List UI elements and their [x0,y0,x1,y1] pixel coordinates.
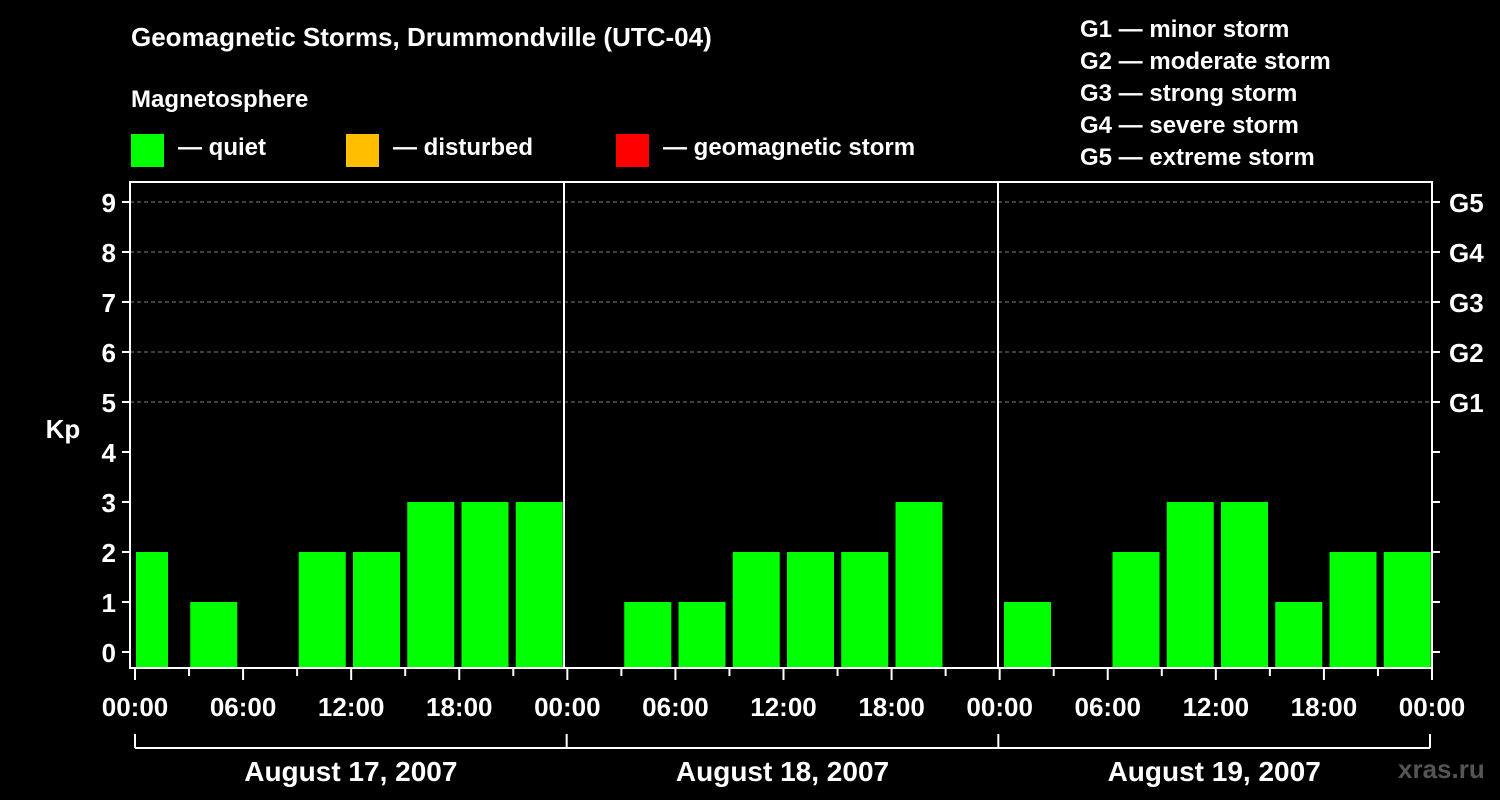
x-tick-label-0: 00:00 [102,692,169,722]
day-label-1: August 17, 2007 [244,756,457,787]
bar-day1-5 [461,502,509,668]
x-tick-label-1: 06:00 [210,692,277,722]
x-tick-label-7: 18:00 [858,692,925,722]
plot-frame [129,181,1433,669]
y-tick-label-4: 4 [102,438,117,468]
storm-scale-g5: G5 — extreme storm [1080,144,1315,171]
y-axis-title: Kp [46,414,81,444]
x-tick-label-6: 12:00 [750,692,817,722]
bar-day3-5 [1329,552,1377,668]
storm-scale-g1: G1 — minor storm [1080,16,1290,43]
site-credit: xras.ru [1398,754,1485,784]
right-axis-label-g2: G2 [1449,338,1484,368]
y-tick-label-6: 6 [102,338,116,368]
y-tick-label-0: 0 [102,638,116,668]
x-tick-label-5: 06:00 [642,692,709,722]
storm-scale-list: G1 — minor storm G2 — moderate storm G3 … [1080,14,1331,174]
legend-label-storm: — geomagnetic storm [663,134,916,161]
chart-title: Geomagnetic Storms, Drummondville (UTC-0… [131,22,712,52]
bar-day1-2 [298,552,346,668]
x-tick-label-9: 06:00 [1075,692,1142,722]
right-axis-label-g1: G1 [1449,388,1484,418]
bar-day1-3 [353,552,400,668]
bar-day2-5 [895,502,943,668]
x-tick-label-8: 00:00 [966,692,1033,722]
right-axis-label-g4: G4 [1449,238,1484,268]
magnetosphere-label: Magnetosphere [131,86,309,113]
bar-day3-3 [1221,502,1268,668]
x-tick-label-12: 00:00 [1399,692,1466,722]
storm-scale-g4: G4 — severe storm [1080,112,1299,139]
y-tick-label-7: 7 [102,288,116,318]
bar-day2-2 [732,552,780,668]
right-axis-label-g3: G3 [1449,288,1484,318]
bar-day3-2 [1166,502,1214,668]
bar-day1-6 [515,502,563,668]
right-axis-label-g5: G5 [1449,188,1484,218]
x-tick-label-4: 00:00 [534,692,601,722]
bar-day2-4 [841,552,889,668]
bar-day2-3 [787,552,834,668]
legend-swatch-disturbed [346,134,379,167]
legend-swatch-storm [616,134,649,167]
x-tick-label-3: 18:00 [426,692,493,722]
legend-swatch-quiet [131,134,164,167]
y-tick-label-8: 8 [102,238,116,268]
storm-scale-g2: G2 — moderate storm [1080,48,1331,75]
bar-day2-0 [624,602,672,668]
y-tick-label-1: 1 [102,588,116,618]
day-label-2: August 18, 2007 [676,756,889,787]
y-tick-label-2: 2 [102,538,116,568]
bar-day3-0 [1004,602,1051,668]
day-label-3: August 19, 2007 [1108,756,1321,787]
bar-day3-1 [1112,552,1160,668]
y-tick-label-5: 5 [102,388,116,418]
legend-label-quiet: — quiet [178,134,266,161]
legend-label-disturbed: — disturbed [393,134,534,161]
bar-day1-1 [190,602,238,668]
x-tick-label-2: 12:00 [318,692,385,722]
bar-day1-0 [136,552,168,668]
bar-day1-4 [407,502,455,668]
storm-scale-g3: G3 — strong storm [1080,80,1298,107]
x-tick-label-10: 12:00 [1183,692,1250,722]
y-tick-label-3: 3 [102,488,116,518]
bar-day3-6 [1383,552,1431,668]
x-tick-label-11: 18:00 [1291,692,1358,722]
bar-day3-4 [1275,602,1323,668]
bar-day2-1 [678,602,726,668]
y-tick-label-9: 9 [102,188,116,218]
